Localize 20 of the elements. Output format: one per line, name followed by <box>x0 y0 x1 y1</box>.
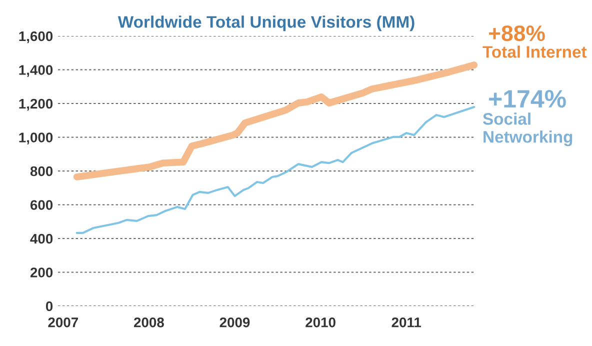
x-tick-label: 2007 <box>48 317 78 328</box>
chart-title: Worldwide Total Unique Visitors (MM) <box>118 16 414 32</box>
annotation: +174% <box>489 90 566 108</box>
y-tick-label: 1,600 <box>19 31 53 44</box>
x-tick-label: 2011 <box>392 317 422 328</box>
y-tick-label: 0 <box>46 301 53 312</box>
annotation: +88% <box>488 25 545 42</box>
y-tick-label: 1,400 <box>19 65 53 77</box>
y-tick-label: 800 <box>30 166 53 176</box>
y-tick-label: 1,200 <box>19 98 53 111</box>
series-label: Total Internet <box>482 46 587 58</box>
y-tick-label: 200 <box>30 268 53 278</box>
x-tick-label: 2009 <box>220 317 250 328</box>
x-tick-label: 2008 <box>134 317 164 328</box>
line-series <box>76 106 476 234</box>
y-tick-label: 400 <box>30 234 53 244</box>
y-tick-label: 600 <box>30 200 53 210</box>
x-tick-label: 2010 <box>306 317 336 328</box>
series-label: Social Networking <box>482 112 572 146</box>
y-tick-label: 1,000 <box>19 132 53 144</box>
